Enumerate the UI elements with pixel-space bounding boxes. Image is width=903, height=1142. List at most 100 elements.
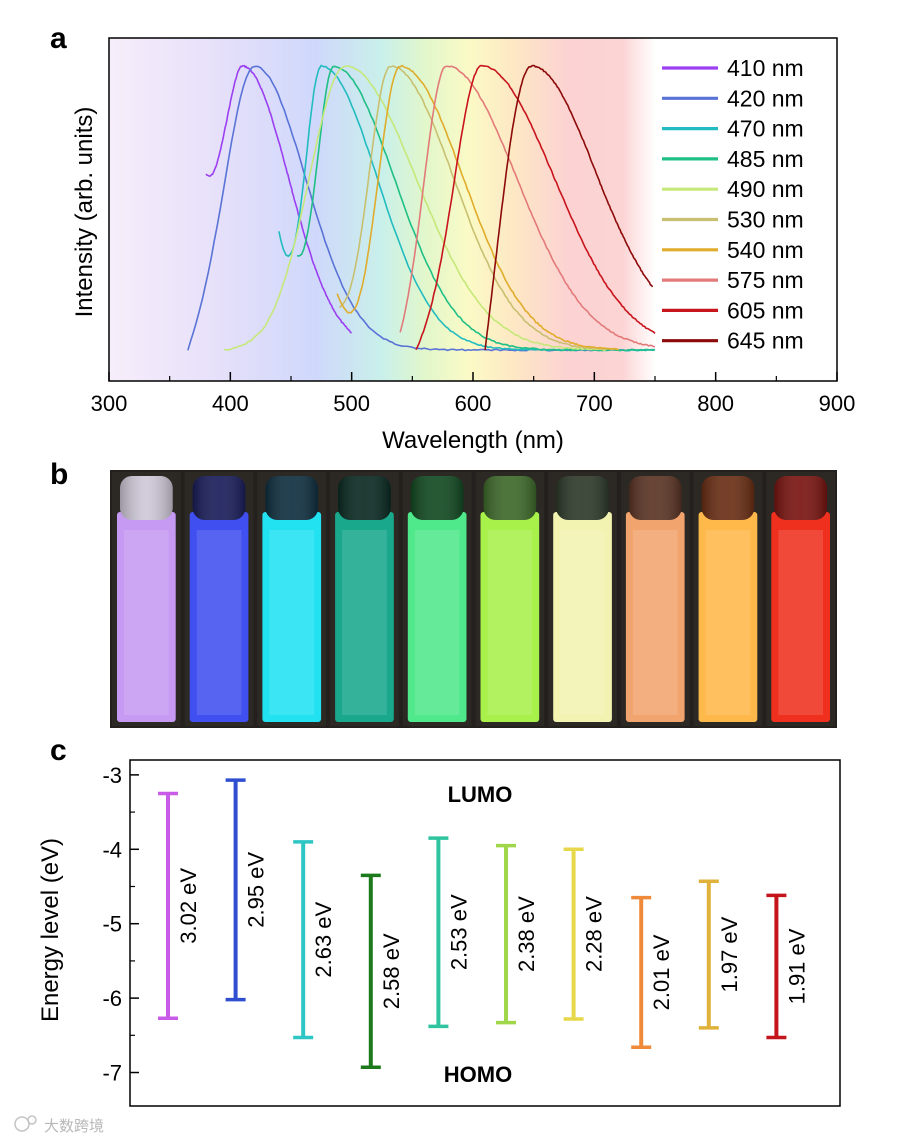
x-tick-label: 600 [455, 391, 492, 416]
spectrum-background [109, 38, 655, 381]
cuvette-cap-shade [410, 476, 464, 520]
cuvette [257, 472, 327, 726]
legend-label: 470 nm [727, 116, 804, 142]
spectrum-line-540nm [336, 64, 619, 351]
y-tick-label: -3 [102, 763, 122, 788]
emission-curves [187, 64, 656, 352]
y-tick-label: -4 [102, 837, 122, 862]
legend-label: 645 nm [727, 328, 804, 354]
bandgap-label: 1.97 eV [717, 916, 742, 992]
watermark-text: 大数跨境 [44, 1117, 104, 1135]
y-tick-label: -7 [102, 1061, 122, 1086]
cuvette [475, 472, 545, 726]
bandgap-label: 2.53 eV [446, 894, 471, 970]
y-tick-label: -5 [102, 912, 122, 937]
cuvette-glow [196, 530, 242, 715]
spectrum-line-645nm [484, 64, 654, 351]
x-tick-label: 900 [819, 391, 856, 416]
energy-axis-title: Energy level (eV) [37, 838, 64, 1022]
spectrum-line-530nm [338, 65, 619, 351]
x-axis-ticks: 300 400 500 600 700 800 900 [91, 372, 856, 416]
cuvette-glow [269, 530, 315, 715]
cuvette-glow [705, 530, 751, 715]
bandgap-label: 2.63 eV [311, 901, 336, 977]
cuvette-glow [560, 530, 605, 715]
energy-bar: 2.28 eV [563, 847, 607, 1021]
panel-b-cuvette-photo [110, 470, 837, 728]
spectrum-line-410nm [205, 64, 352, 334]
cuvette [693, 472, 763, 726]
cuvette-cap-shade [483, 476, 537, 520]
panel-a-emission-spectra: 300 400 500 600 700 800 900 410 nm 420 nm 470 nm… [71, 37, 856, 454]
cuvette [548, 472, 617, 726]
cuvette-cap-shade [120, 476, 173, 520]
energy-bar: 2.01 eV [631, 895, 674, 1049]
legend-label: 420 nm [727, 85, 804, 111]
cuvette-liquid [407, 512, 467, 722]
cuvette-cap-shade [265, 476, 319, 520]
energy-bar: 2.58 eV [360, 873, 404, 1070]
panel-letter-a: a [50, 22, 67, 55]
bandgap-label: 2.95 eV [244, 852, 269, 928]
energy-bar: 2.63 eV [293, 840, 336, 1040]
cuvette-glow [414, 530, 460, 715]
watermark: 大数跨境 [14, 1115, 104, 1135]
cuvette-liquid [480, 512, 540, 722]
legend-label: 530 nm [727, 207, 804, 233]
energy-bar: 1.91 eV [766, 893, 809, 1040]
x-tick-label: 800 [697, 391, 734, 416]
cuvette-cap-shade [192, 476, 246, 520]
watermark-logo-icon [14, 1116, 30, 1132]
y-tick-label: -6 [102, 986, 122, 1011]
cuvette-cap-shade [338, 476, 391, 520]
y-axis-title: Intensity (arb. units) [71, 107, 98, 318]
plot-frame-c [129, 759, 841, 1107]
cuvette-liquid [698, 512, 758, 722]
legend-label: 485 nm [727, 146, 804, 172]
x-tick-label: 400 [212, 391, 249, 416]
cuvette-cap-shade [774, 476, 827, 520]
cuvette [766, 472, 835, 726]
cuvette-liquid [771, 512, 830, 722]
homo-label: HOMO [444, 1062, 512, 1087]
energy-bar: 2.53 eV [428, 836, 471, 1029]
spectrum-line-490nm [224, 64, 607, 352]
cuvette-liquid [117, 512, 176, 722]
panel-letter-c: c [50, 734, 67, 767]
cuvette-liquid [335, 512, 394, 722]
cuvette [112, 472, 181, 726]
bandgap-label: 2.38 eV [514, 896, 539, 972]
x-tick-label: 500 [333, 391, 370, 416]
panel-letter-b: b [50, 458, 68, 491]
energy-bar: 3.02 eV [158, 791, 201, 1020]
cuvette-liquid [625, 512, 685, 722]
energy-bar: 1.97 eV [698, 879, 742, 1030]
bandgap-label: 2.58 eV [379, 933, 404, 1009]
bandgap-label: 2.01 eV [649, 934, 674, 1010]
watermark-logo-dot-icon [27, 1115, 37, 1125]
legend-label: 575 nm [727, 267, 804, 293]
spectrum-line-575nm [399, 65, 656, 348]
bandgap-label: 2.28 eV [582, 896, 607, 972]
cuvette-liquid [553, 512, 612, 722]
cuvette-cap-shade [701, 476, 755, 520]
legend: 410 nm 420 nm 470 nm 485 nm 490 nm 530 nm 540 … [662, 55, 804, 354]
cuvette-glow [487, 530, 533, 715]
spectrum-line-605nm [415, 64, 656, 351]
cuvette-glow [778, 530, 823, 715]
x-axis-title: Wavelength (nm) [382, 427, 564, 454]
panel-c-energy-levels: -3 -4 -5 -6 -7 3.02 eV 2.95 eV 2.63 eV 2.58 eV 2… [37, 759, 841, 1107]
lumo-label: LUMO [448, 782, 513, 807]
y-axis-ticks: -3 -4 -5 -6 -7 [102, 763, 139, 1086]
x-tick-label: 300 [91, 391, 128, 416]
cuvette-cap-shade [628, 476, 682, 520]
cuvette-cap-shade [556, 476, 609, 520]
legend-label: 540 nm [727, 237, 804, 263]
cuvette [184, 472, 254, 726]
legend-label: 410 nm [727, 55, 804, 81]
cuvette-row [112, 472, 835, 726]
legend-label: 605 nm [727, 297, 804, 323]
cuvette-glow [124, 530, 169, 715]
bandgap-label: 3.02 eV [176, 868, 201, 944]
